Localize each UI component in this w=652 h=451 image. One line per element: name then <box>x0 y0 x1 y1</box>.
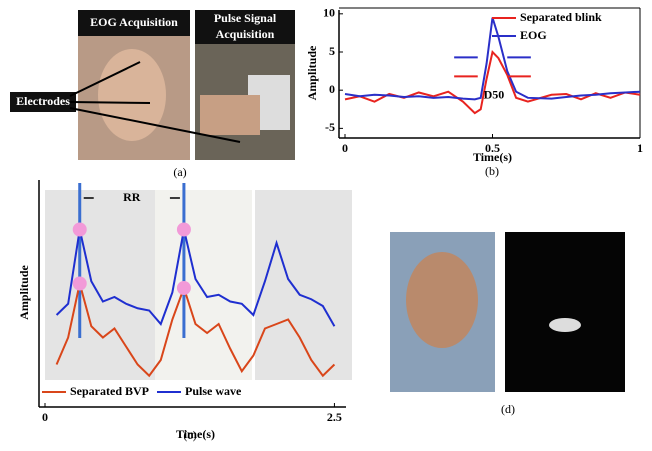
legend-label: Separated blink <box>520 10 602 24</box>
y-tick-label: -5 <box>325 120 335 134</box>
y-tick-label: 10 <box>323 6 335 20</box>
photo-title: Acquisition <box>216 27 275 41</box>
y-tick-label: 0 <box>329 82 335 96</box>
face <box>98 49 166 141</box>
peak-marker <box>177 223 191 237</box>
legend-label: EOG <box>520 28 547 42</box>
peak-marker <box>73 277 87 291</box>
panel-label: (b) <box>485 164 499 178</box>
y-axis-label: Amplitude <box>305 45 319 100</box>
legend-label: Pulse wave <box>185 384 242 398</box>
highlight <box>549 318 581 332</box>
x-tick-label: 0 <box>342 141 348 155</box>
figure: EOG Acquisition Pulse Signal Acquisition… <box>0 0 652 451</box>
segment-bg <box>255 190 352 380</box>
page: EOG Acquisition Pulse Signal Acquisition… <box>0 0 652 451</box>
hand <box>200 95 260 135</box>
photo <box>505 232 625 392</box>
peak-marker <box>73 223 87 237</box>
photo-title: EOG Acquisition <box>90 15 178 29</box>
y-axis-label: Amplitude <box>17 264 31 319</box>
x-tick-label: 2.5 <box>327 410 342 424</box>
annotation: RR <box>123 190 141 204</box>
x-axis-label: Time(s) <box>473 150 512 164</box>
annotation: D50 <box>484 87 505 101</box>
x-tick-label: 1 <box>637 141 643 155</box>
legend-label: Separated BVP <box>70 384 149 398</box>
y-tick-label: 5 <box>329 44 335 58</box>
face <box>406 252 478 348</box>
series-line <box>345 52 640 113</box>
x-tick-label: 0 <box>42 410 48 424</box>
panel-label: (a) <box>173 165 186 179</box>
photo-title: Pulse Signal <box>214 11 277 25</box>
peak-marker <box>177 281 191 295</box>
arrow <box>70 102 150 103</box>
panel-label: (c) <box>183 428 196 442</box>
electrodes-label: Electrodes <box>16 94 70 108</box>
panel-label: (d) <box>501 402 515 416</box>
segment-bg <box>155 190 252 380</box>
